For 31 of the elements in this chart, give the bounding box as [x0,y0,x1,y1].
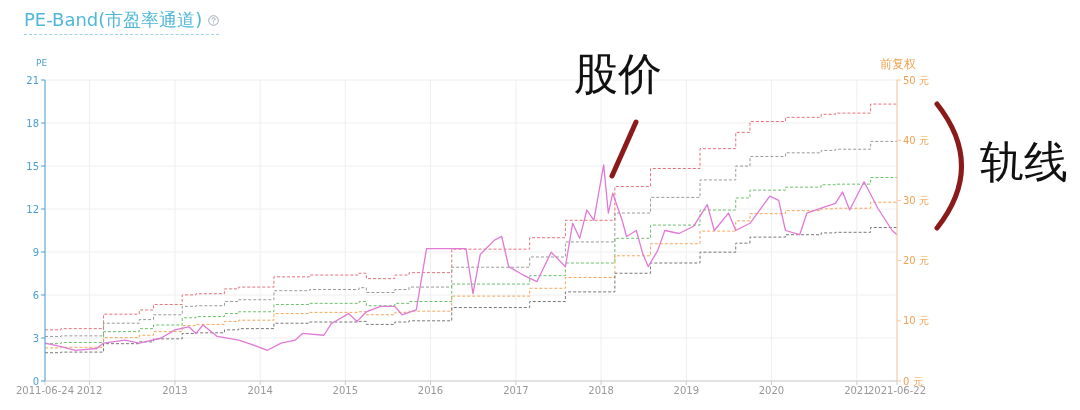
y2-tick-label: 40 元 [903,134,929,146]
y2-tick-label: 10 元 [903,315,929,327]
annotation: 股价 [574,48,662,99]
x-tick-label: 2017 [503,385,529,397]
chart-title: PE-Band(市盈率通道) [24,8,203,32]
x-tick-label: 2013 [162,385,188,397]
y-tick-label: 12 [26,203,39,215]
x-tick-label: 2012 [76,385,103,397]
y-tick-label: 15 [26,160,39,172]
text: 轨线 [980,136,1068,187]
y-tick-label: 18 [26,117,39,129]
y2-tick-label: 50 元 [903,74,929,86]
y-tick-label: 9 [32,246,39,258]
y-tick-label: 6 [32,289,39,301]
x-tick-label: 2016 [417,385,444,397]
y2-tick-label: 20 元 [903,255,929,267]
y2-axis-title: 前复权 [880,56,916,73]
x-tick-label: 2014 [247,385,273,397]
y-tick-label: 3 [32,332,39,344]
y2-tick-label: 0 元 [903,375,923,387]
x-tick-label: 2018 [588,385,614,397]
y2-tick-label: 30 元 [903,194,929,206]
y-tick-label: 21 [26,74,39,86]
x-tick-label: 2021-06-22 [867,385,927,397]
x-tick-label: 2021 [844,385,870,397]
y-tick-label: 0 [32,375,39,387]
x-tick-label: 2015 [332,385,359,397]
y-axis-title: PE [36,58,48,68]
x-tick-label: 2020 [758,385,785,397]
x-tick-label: 2011-06-24 [15,385,75,397]
x-tick-label: 2019 [673,385,699,397]
